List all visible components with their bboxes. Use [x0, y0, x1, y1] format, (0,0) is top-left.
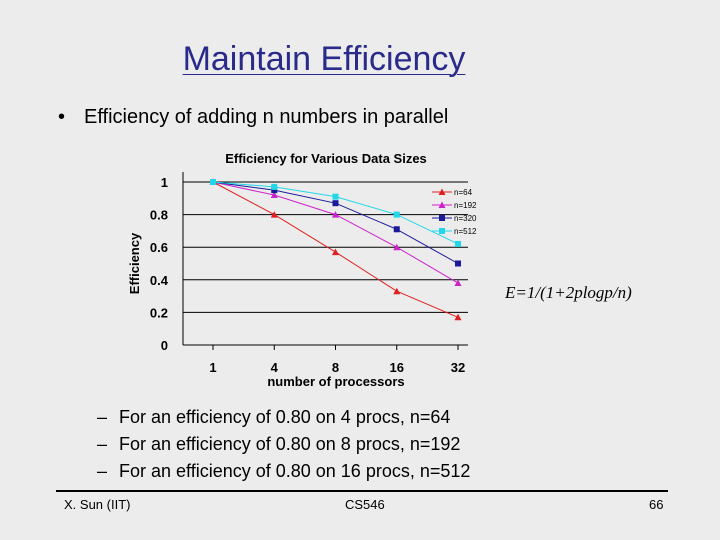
x-tick-label: 8	[332, 360, 339, 375]
dash-icon: –	[97, 461, 108, 481]
footer-course: CS546	[345, 497, 385, 512]
efficiency-formula: E=1/(1+2plogp/n)	[505, 283, 632, 302]
sub-bullet-list: – For an efficiency of 0.80 on 4 procs, n…	[97, 404, 470, 485]
sub-bullet-text: For an efficiency of 0.80 on 8 procs, n=…	[119, 434, 461, 454]
x-tick-label: 4	[271, 360, 279, 375]
legend-marker	[438, 201, 446, 208]
data-point	[455, 260, 461, 267]
data-point	[393, 243, 401, 251]
data-point	[332, 200, 339, 207]
data-point	[455, 240, 461, 247]
chart-title: Efficiency for Various Data Sizes	[225, 151, 427, 166]
data-point	[454, 313, 462, 321]
legend-label: n=64	[454, 188, 473, 197]
x-tick-label: 1	[209, 360, 216, 375]
data-point	[393, 226, 400, 233]
dash-icon: –	[97, 407, 108, 427]
y-tick-label: 0.8	[150, 208, 168, 223]
data-point	[271, 183, 278, 190]
bullet-icon: •	[58, 106, 66, 128]
sub-bullet-item: – For an efficiency of 0.80 on 16 procs, …	[97, 458, 470, 485]
y-tick-label: 0.6	[150, 240, 168, 255]
data-point	[210, 179, 216, 185]
dash-icon: –	[97, 434, 108, 454]
y-tick-label: 1	[161, 175, 168, 190]
data-point	[332, 193, 339, 200]
bullet-item: • Efficiency of adding n numbers in paral…	[58, 106, 448, 129]
footer-page-number: 66	[649, 497, 664, 512]
footer-author: X. Sun (IIT)	[64, 497, 131, 512]
footer-divider	[56, 490, 668, 492]
data-point	[332, 211, 339, 218]
legend-label: n=192	[454, 201, 477, 210]
bullet-text: Efficiency of adding n numbers in parall…	[84, 106, 449, 128]
sub-bullet-text: For an efficiency of 0.80 on 4 procs, n=…	[119, 407, 451, 427]
slide-title: Maintain Efficiency	[182, 40, 466, 78]
legend-label: n=512	[454, 227, 477, 236]
legend-label: n=320	[454, 214, 477, 223]
data-point	[332, 248, 339, 256]
data-point	[270, 191, 278, 199]
y-tick-label: 0.4	[150, 273, 169, 288]
sub-bullet-item: – For an efficiency of 0.80 on 8 procs, n…	[97, 431, 470, 458]
x-tick-label: 16	[390, 360, 404, 375]
x-axis-label: number of processors	[267, 374, 404, 389]
sub-bullet-text: For an efficiency of 0.80 on 16 procs, n…	[119, 461, 471, 481]
x-tick-label: 32	[451, 360, 465, 375]
y-axis-label: Efficiency	[127, 232, 142, 294]
sub-bullet-item: – For an efficiency of 0.80 on 4 procs, n…	[97, 404, 470, 431]
y-tick-label: 0.2	[150, 305, 168, 320]
data-point	[454, 279, 462, 287]
data-point	[393, 211, 400, 218]
legend-marker	[438, 188, 446, 195]
data-point	[270, 211, 278, 218]
efficiency-chart: Efficiency for Various Data Sizes 0 0.2 0.4…	[127, 151, 477, 389]
legend-marker	[439, 215, 445, 221]
legend-marker	[439, 228, 445, 234]
data-point	[393, 287, 401, 295]
y-tick-label: 0	[161, 338, 168, 353]
data-point	[271, 187, 278, 194]
